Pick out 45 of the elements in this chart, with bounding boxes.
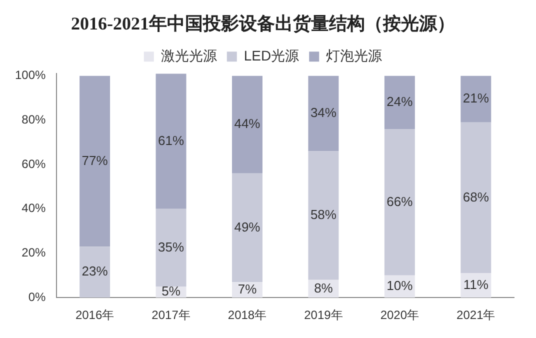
chart-title: 2016-2021年中国投影设备出货量结构（按光源）: [71, 13, 455, 34]
legend-label: LED光源: [244, 47, 300, 64]
data-label: 7%: [238, 281, 258, 296]
data-label: 21%: [462, 90, 490, 106]
y-tick-label: 60%: [22, 156, 46, 171]
bar: [460, 122, 492, 274]
x-tick-label: 2018年: [228, 308, 267, 322]
bar: [308, 151, 339, 280]
y-tick-label: 100%: [14, 68, 46, 82]
data-label: 66%: [386, 194, 414, 209]
y-tick-label: 0%: [28, 290, 46, 304]
data-label: 24%: [386, 94, 414, 110]
data-label: 77%: [82, 152, 108, 168]
x-tick-label: 2019年: [304, 308, 343, 322]
data-label: 5%: [162, 284, 181, 299]
data-label: 34%: [310, 105, 337, 120]
bar: [460, 76, 492, 122]
data-label: 23%: [82, 264, 108, 279]
bar: [156, 74, 186, 209]
bar: [232, 173, 262, 282]
bar: [80, 246, 110, 298]
data-label: 61%: [158, 132, 184, 148]
data-label: 68%: [462, 189, 490, 204]
y-tick-label: 20%: [22, 246, 46, 260]
x-tick-label: 2020年: [380, 308, 420, 322]
bar: [156, 208, 186, 287]
x-tick-label: 2021年: [456, 308, 496, 322]
bar: [384, 129, 415, 276]
x-tick-label: 2016年: [75, 308, 114, 322]
data-label: 11%: [463, 276, 489, 292]
y-tick-label: 80%: [22, 112, 46, 126]
bar: [384, 76, 415, 130]
bar: [80, 76, 110, 247]
data-label: 44%: [234, 116, 261, 132]
bar: [232, 76, 262, 174]
bar: [308, 76, 339, 152]
data-label: 8%: [314, 280, 334, 296]
legend-label: 灯泡光源: [326, 47, 382, 64]
data-label: 58%: [310, 207, 337, 222]
x-tick-label: 2017年: [152, 308, 190, 322]
legend-label: 激光光源: [160, 47, 217, 64]
y-tick-label: 40%: [22, 201, 46, 216]
data-label: 49%: [234, 219, 261, 234]
data-label: 35%: [158, 239, 184, 254]
data-label: 10%: [386, 278, 414, 294]
